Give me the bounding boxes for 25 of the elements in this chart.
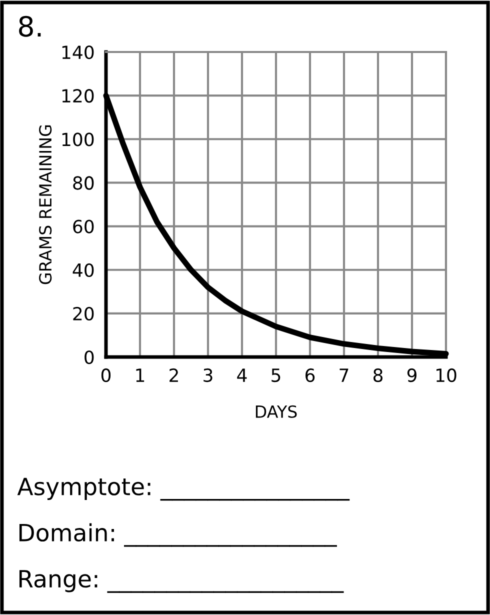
y-tick-label: 20 [73, 306, 94, 321]
y-tick-label: 80 [73, 176, 94, 190]
x-axis-title: DAYS [256, 405, 297, 418]
x-tick-label: 9 [407, 368, 416, 382]
y-axis-title: GRAMS REMAINING [39, 125, 52, 284]
text: Asymptote: ________________ [17, 478, 350, 501]
text: Range: ____________________ [19, 570, 344, 593]
x-tick-label: 10 [436, 368, 456, 382]
x-tick-label: 1 [136, 368, 144, 382]
x-tick-label: 7 [340, 368, 348, 382]
y-tick-label: 140 [62, 45, 94, 60]
x-tick-label: 0 [101, 368, 111, 382]
x-tick-label: 8 [373, 368, 383, 382]
y-tick-label: 0 [84, 350, 94, 364]
chart-title: 8. [19, 16, 41, 37]
y-tick-label: 60 [73, 220, 94, 234]
y-tick-label: 40 [72, 263, 94, 277]
x-tick-label: 2 [170, 368, 178, 382]
x-tick-label: 4 [237, 368, 247, 382]
text: Domain: __________________ [19, 523, 337, 547]
y-tick-label: 120 [62, 89, 94, 103]
x-tick-label: 5 [272, 368, 280, 382]
y-tick-label: 100 [62, 132, 94, 146]
x-tick-label: 3 [204, 368, 212, 382]
x-tick-label: 6 [306, 368, 315, 382]
